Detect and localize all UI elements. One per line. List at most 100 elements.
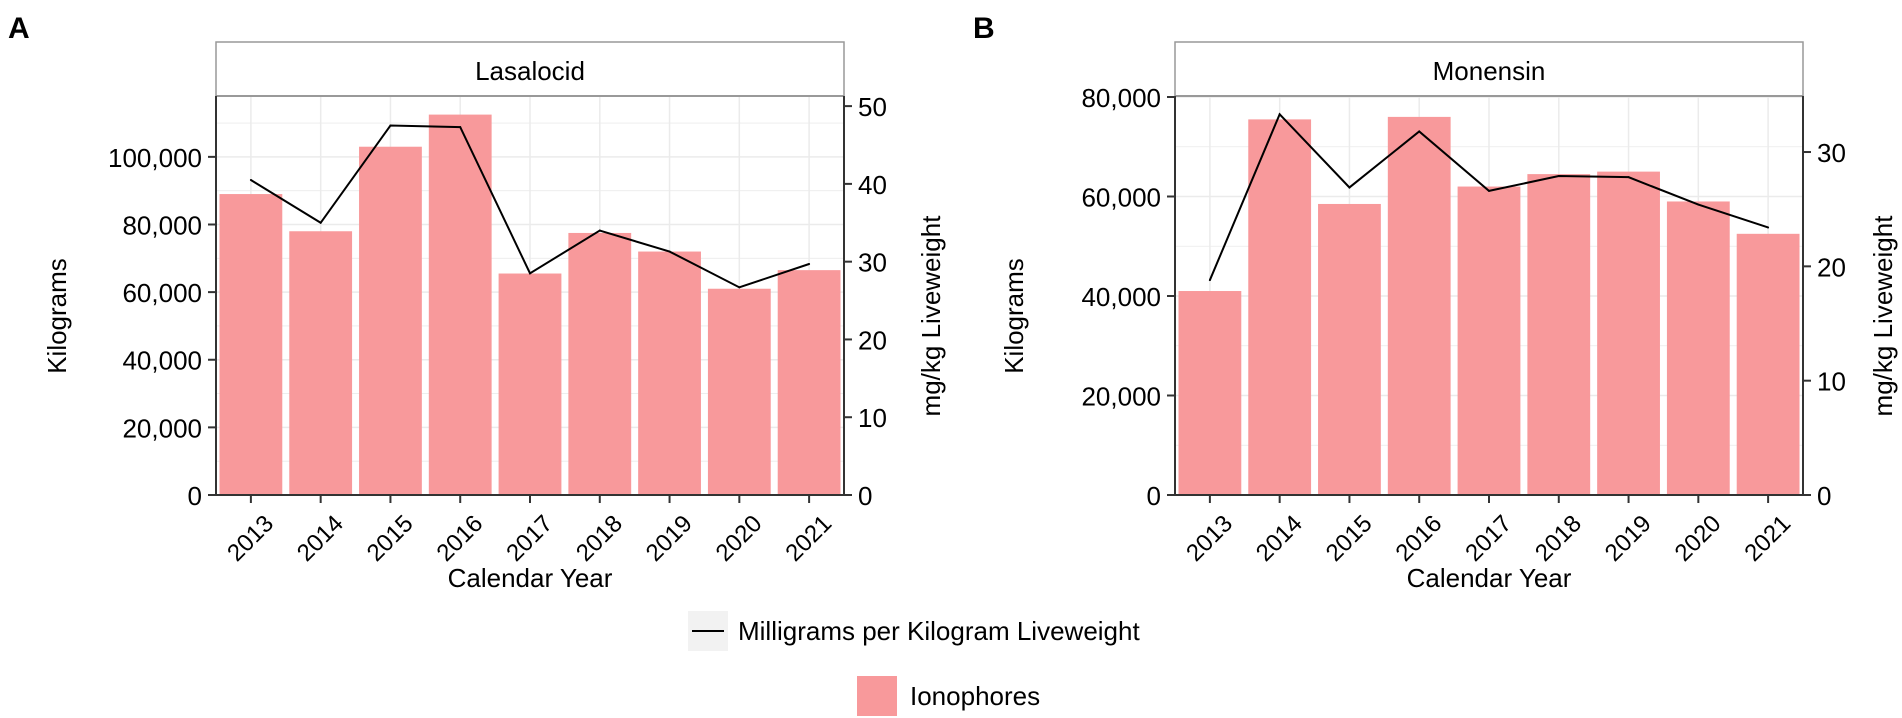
panel-label-b: B <box>973 12 995 45</box>
panel-b-xlabel: Calendar Year <box>1407 563 1572 593</box>
line-point-2016 <box>459 126 462 129</box>
line-point-2020 <box>1697 203 1700 206</box>
y-tick-label: 40,000 <box>122 346 202 376</box>
line-point-2017 <box>529 272 531 275</box>
line-point-2021 <box>808 263 811 265</box>
bar-2014 <box>289 231 353 495</box>
legend-bar-key <box>857 676 897 716</box>
x-tick-label: 2013 <box>222 510 279 567</box>
panel-lasalocid: A Lasalocid 020,00040,00060,00080,000100… <box>8 12 946 593</box>
line-point-2021 <box>1767 226 1770 229</box>
legend: Milligrams per Kilogram Liveweight Ionop… <box>688 611 1140 716</box>
panel-b-y2label: mg/kg Liveweight <box>1868 215 1898 417</box>
bar-2019 <box>1597 171 1660 495</box>
panel-b-ylabel: Kilograms <box>999 258 1029 374</box>
line-point-2017 <box>1488 189 1490 192</box>
y-tick-label: 0 <box>1147 481 1161 511</box>
x-tick-label: 2016 <box>431 510 488 567</box>
legend-line-label: Milligrams per Kilogram Liveweight <box>738 616 1140 646</box>
bar-2016 <box>428 114 492 495</box>
line-point-2016 <box>1418 130 1421 133</box>
panel-a-ylabel: Kilograms <box>42 258 72 374</box>
bar-2016 <box>1387 116 1451 495</box>
y2-tick-label: 20 <box>1817 252 1846 282</box>
bar-2015 <box>1318 203 1381 495</box>
y-tick-label: 20,000 <box>1081 381 1161 411</box>
panel-monensin: B Monensin 0 20,000 40,000 60,000 80,000 0 10 2… <box>973 12 1898 593</box>
panel-a-y2label: mg/kg Liveweight <box>916 215 946 417</box>
y-tick-label: 60,000 <box>1081 182 1161 212</box>
x-tick-label: 2015 <box>362 510 419 567</box>
panel-b-line-series <box>1208 112 1770 282</box>
legend-bar-label: Ionophores <box>910 681 1040 711</box>
x-tick-label: 2021 <box>780 510 837 567</box>
bar-2014 <box>1248 119 1312 496</box>
bar-2017 <box>1457 186 1521 495</box>
x-tick-label: 2014 <box>1251 510 1308 567</box>
panel-a-strip <box>215 41 845 97</box>
legend-line-entry: Milligrams per Kilogram Liveweight <box>688 611 1140 651</box>
line-point-2015 <box>1348 186 1351 189</box>
line-point-2019 <box>1627 176 1630 179</box>
legend-bar-entry: Ionophores <box>857 676 1040 716</box>
y-tick-label: 20,000 <box>122 413 202 443</box>
x-tick-label: 2017 <box>1460 510 1517 567</box>
y2-tick-label: 0 <box>1817 481 1831 511</box>
line-point-2020 <box>738 286 741 289</box>
y-tick-label: 80,000 <box>122 210 202 240</box>
panel-a-title: Lasalocid <box>475 56 585 86</box>
x-tick-label: 2021 <box>1739 510 1796 567</box>
line-point-2018 <box>1557 175 1560 178</box>
bar-2013 <box>1178 291 1242 495</box>
y2-tick-label: 10 <box>1817 367 1846 397</box>
x-tick-label: 2018 <box>571 510 628 567</box>
y-tick-label: 0 <box>188 481 202 511</box>
panel-a-bars <box>219 114 841 495</box>
y2-tick-label: 30 <box>858 248 887 278</box>
bar-2015 <box>359 146 422 495</box>
bar-2020 <box>707 288 771 495</box>
line-point-2013 <box>1208 279 1211 282</box>
y2-tick-label: 20 <box>858 325 887 355</box>
line-point-2019 <box>668 250 671 253</box>
bar-2021 <box>1736 233 1800 496</box>
bar-2013 <box>219 194 283 495</box>
x-tick-label: 2016 <box>1390 510 1447 567</box>
x-tick-label: 2020 <box>711 510 768 567</box>
y-tick-label: 60,000 <box>122 278 202 308</box>
bar-2021 <box>777 270 841 495</box>
x-tick-label: 2019 <box>1600 510 1657 567</box>
line-point-2015 <box>389 124 392 127</box>
x-tick-label: 2014 <box>292 510 349 567</box>
panel-b-title: Monensin <box>1433 56 1546 86</box>
bar-2017 <box>498 273 562 495</box>
y2-tick-label: 10 <box>858 403 887 433</box>
y2-tick-label: 40 <box>858 170 887 200</box>
x-tick-label: 2017 <box>501 510 558 567</box>
y2-tick-label: 30 <box>1817 138 1846 168</box>
x-tick-label: 2015 <box>1321 510 1378 567</box>
y-tick-label: 80,000 <box>1081 83 1161 113</box>
bar-2019 <box>638 251 701 495</box>
bar-2018 <box>568 232 632 495</box>
bar-2018 <box>1527 174 1591 496</box>
x-tick-label: 2020 <box>1670 510 1727 567</box>
panel-b-strip <box>1174 41 1804 97</box>
y-tick-label: 40,000 <box>1081 282 1161 312</box>
x-tick-label: 2018 <box>1530 510 1587 567</box>
line-point-2013 <box>249 179 252 181</box>
bar-2020 <box>1666 201 1730 496</box>
y2-tick-label: 0 <box>858 481 872 511</box>
panel-a-xlabel: Calendar Year <box>448 563 613 593</box>
panel-b-bars <box>1178 116 1800 496</box>
panel-label-a: A <box>8 12 30 45</box>
y-tick-label: 100,000 <box>108 143 202 173</box>
panel-a-line-series <box>249 124 811 289</box>
line-point-2014 <box>319 221 322 224</box>
x-tick-label: 2013 <box>1181 510 1238 567</box>
x-tick-label: 2019 <box>641 510 698 567</box>
y2-tick-label: 50 <box>858 92 887 122</box>
line-point-2018 <box>598 229 601 232</box>
line-point-2014 <box>1278 113 1281 116</box>
